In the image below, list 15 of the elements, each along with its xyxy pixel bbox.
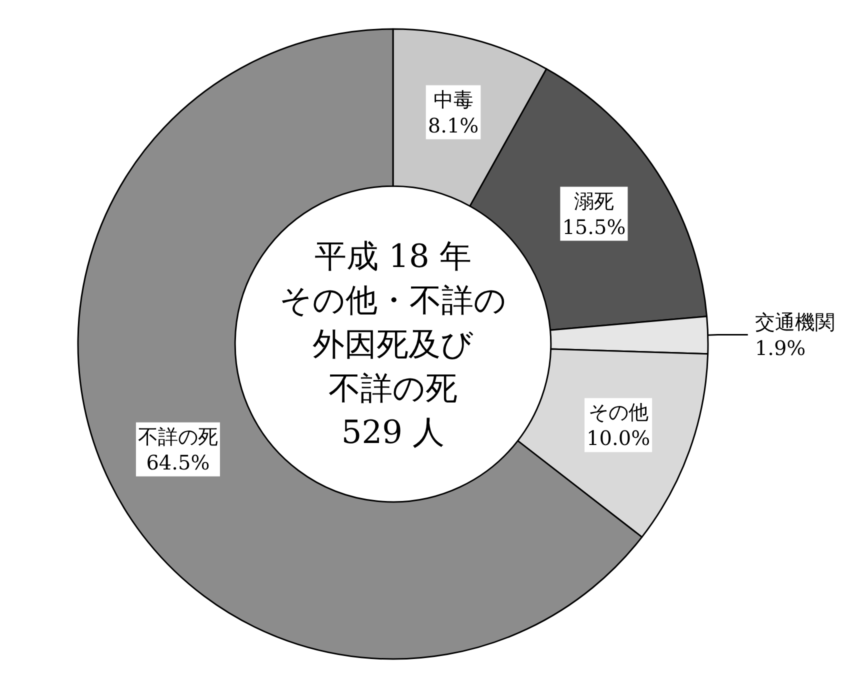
text: 不詳の死 [328,369,458,407]
slice-label: 溺死 [574,188,614,213]
text: 外因死及び [312,325,474,363]
slice-label: 交通機関 [754,310,835,334]
slice-label: 不詳の死 [138,424,218,448]
text: 529 人 [341,413,445,451]
data-label: 10.0% [586,426,650,450]
slice-label: 中毒 [433,87,474,112]
data-label: 8.1% [428,113,479,138]
slice-label: その他 [588,400,648,424]
text: 平成 18 年 [314,237,472,275]
data-label: 1.9% [754,336,806,360]
data-label: 64.5% [146,450,210,474]
data-label: 15.5% [562,214,626,239]
text: その他・不詳の [280,281,506,319]
